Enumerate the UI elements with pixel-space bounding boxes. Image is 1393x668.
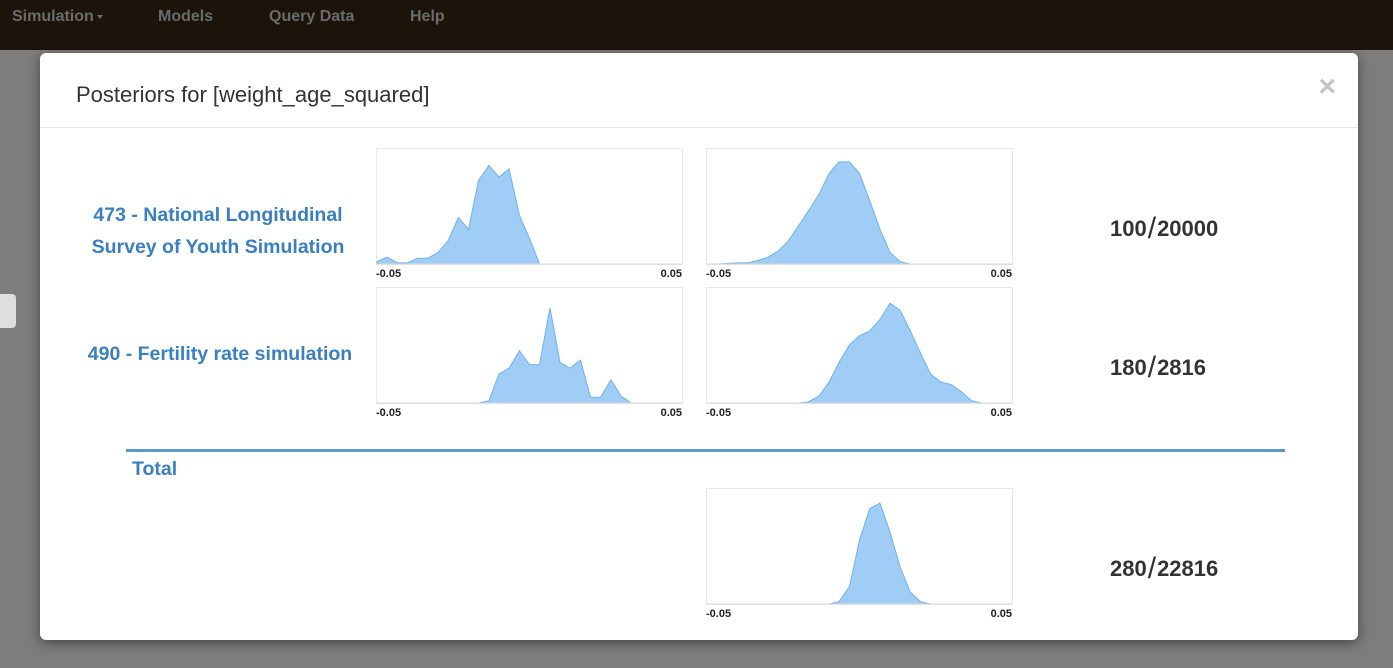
- model-link-line: 490 - Fertility rate simulation: [87, 343, 353, 365]
- nav-help[interactable]: Help: [410, 7, 445, 27]
- modal-header: Posteriors for [weight_age_squared] ×: [40, 53, 1358, 128]
- x-tick-label-min: -0.05: [376, 268, 401, 280]
- posterior-plot-row1-b: -0.05 0.05: [706, 148, 1015, 280]
- navbar: Simulation Models Query Data Help: [0, 0, 1393, 50]
- posterior-plot-row2-a: -0.05 0.05: [376, 287, 685, 419]
- nav-simulation-label: Simulation: [12, 8, 94, 25]
- accepted-count: 100: [1110, 216, 1147, 241]
- x-tick-label-max: 0.05: [991, 407, 1012, 419]
- model-link-line: Survey of Youth Simulation: [91, 236, 345, 258]
- slash-separator: /: [1147, 552, 1157, 585]
- sample-count-total: 280/22816: [1110, 554, 1218, 584]
- x-tick-label-max: 0.05: [661, 268, 682, 280]
- area-chart: -0.05 0.05: [376, 148, 683, 280]
- total-count: 22816: [1157, 556, 1219, 581]
- x-tick-label-min: -0.05: [706, 608, 731, 620]
- posterior-plot-row1-a: -0.05 0.05: [376, 148, 685, 280]
- caret-down-icon: [96, 14, 103, 19]
- nav-models-label: Models: [158, 8, 214, 25]
- close-icon: ×: [1318, 70, 1336, 103]
- area-chart: -0.05 0.05: [706, 488, 1013, 620]
- area-chart: -0.05 0.05: [706, 287, 1013, 419]
- total-count: 20000: [1157, 216, 1219, 241]
- nav-query-data-label: Query Data: [269, 8, 355, 25]
- posterior-plot-total: -0.05 0.05: [706, 488, 1015, 620]
- x-tick-label-min: -0.05: [706, 268, 731, 280]
- slash-separator: /: [1147, 351, 1157, 384]
- posterior-plot-row2-b: -0.05 0.05: [706, 287, 1015, 419]
- accepted-count: 280: [1110, 556, 1147, 581]
- total-divider: [126, 449, 1285, 452]
- area-chart: -0.05 0.05: [706, 148, 1013, 280]
- sample-count-row2: 180/2816: [1110, 353, 1206, 383]
- model-link-490[interactable]: 490 - Fertility rate simulation: [70, 338, 370, 370]
- area-chart: -0.05 0.05: [376, 287, 683, 419]
- slash-separator: /: [1147, 212, 1157, 245]
- nav-models[interactable]: Models: [158, 7, 213, 27]
- sample-count-row1: 100/20000: [1110, 214, 1218, 244]
- modal-title: Posteriors for [weight_age_squared]: [76, 82, 430, 107]
- accepted-count: 180: [1110, 355, 1147, 380]
- total-label: Total: [132, 458, 178, 480]
- x-tick-label-max: 0.05: [991, 608, 1012, 620]
- total-count: 2816: [1157, 355, 1207, 380]
- background-side-tab: [0, 294, 16, 328]
- x-tick-label-max: 0.05: [991, 268, 1012, 280]
- x-tick-label-max: 0.05: [661, 407, 682, 419]
- posteriors-modal: Posteriors for [weight_age_squared] × 47…: [40, 53, 1358, 640]
- close-button[interactable]: ×: [1318, 70, 1336, 104]
- nav-query-data[interactable]: Query Data: [269, 7, 354, 27]
- nav-help-label: Help: [410, 8, 445, 25]
- x-tick-label-min: -0.05: [376, 407, 401, 419]
- model-link-473[interactable]: 473 - National Longitudinal Survey of Yo…: [76, 199, 360, 263]
- model-link-line: 473 - National Longitudinal: [93, 204, 343, 226]
- x-tick-label-min: -0.05: [706, 407, 731, 419]
- nav-simulation[interactable]: Simulation: [12, 7, 103, 27]
